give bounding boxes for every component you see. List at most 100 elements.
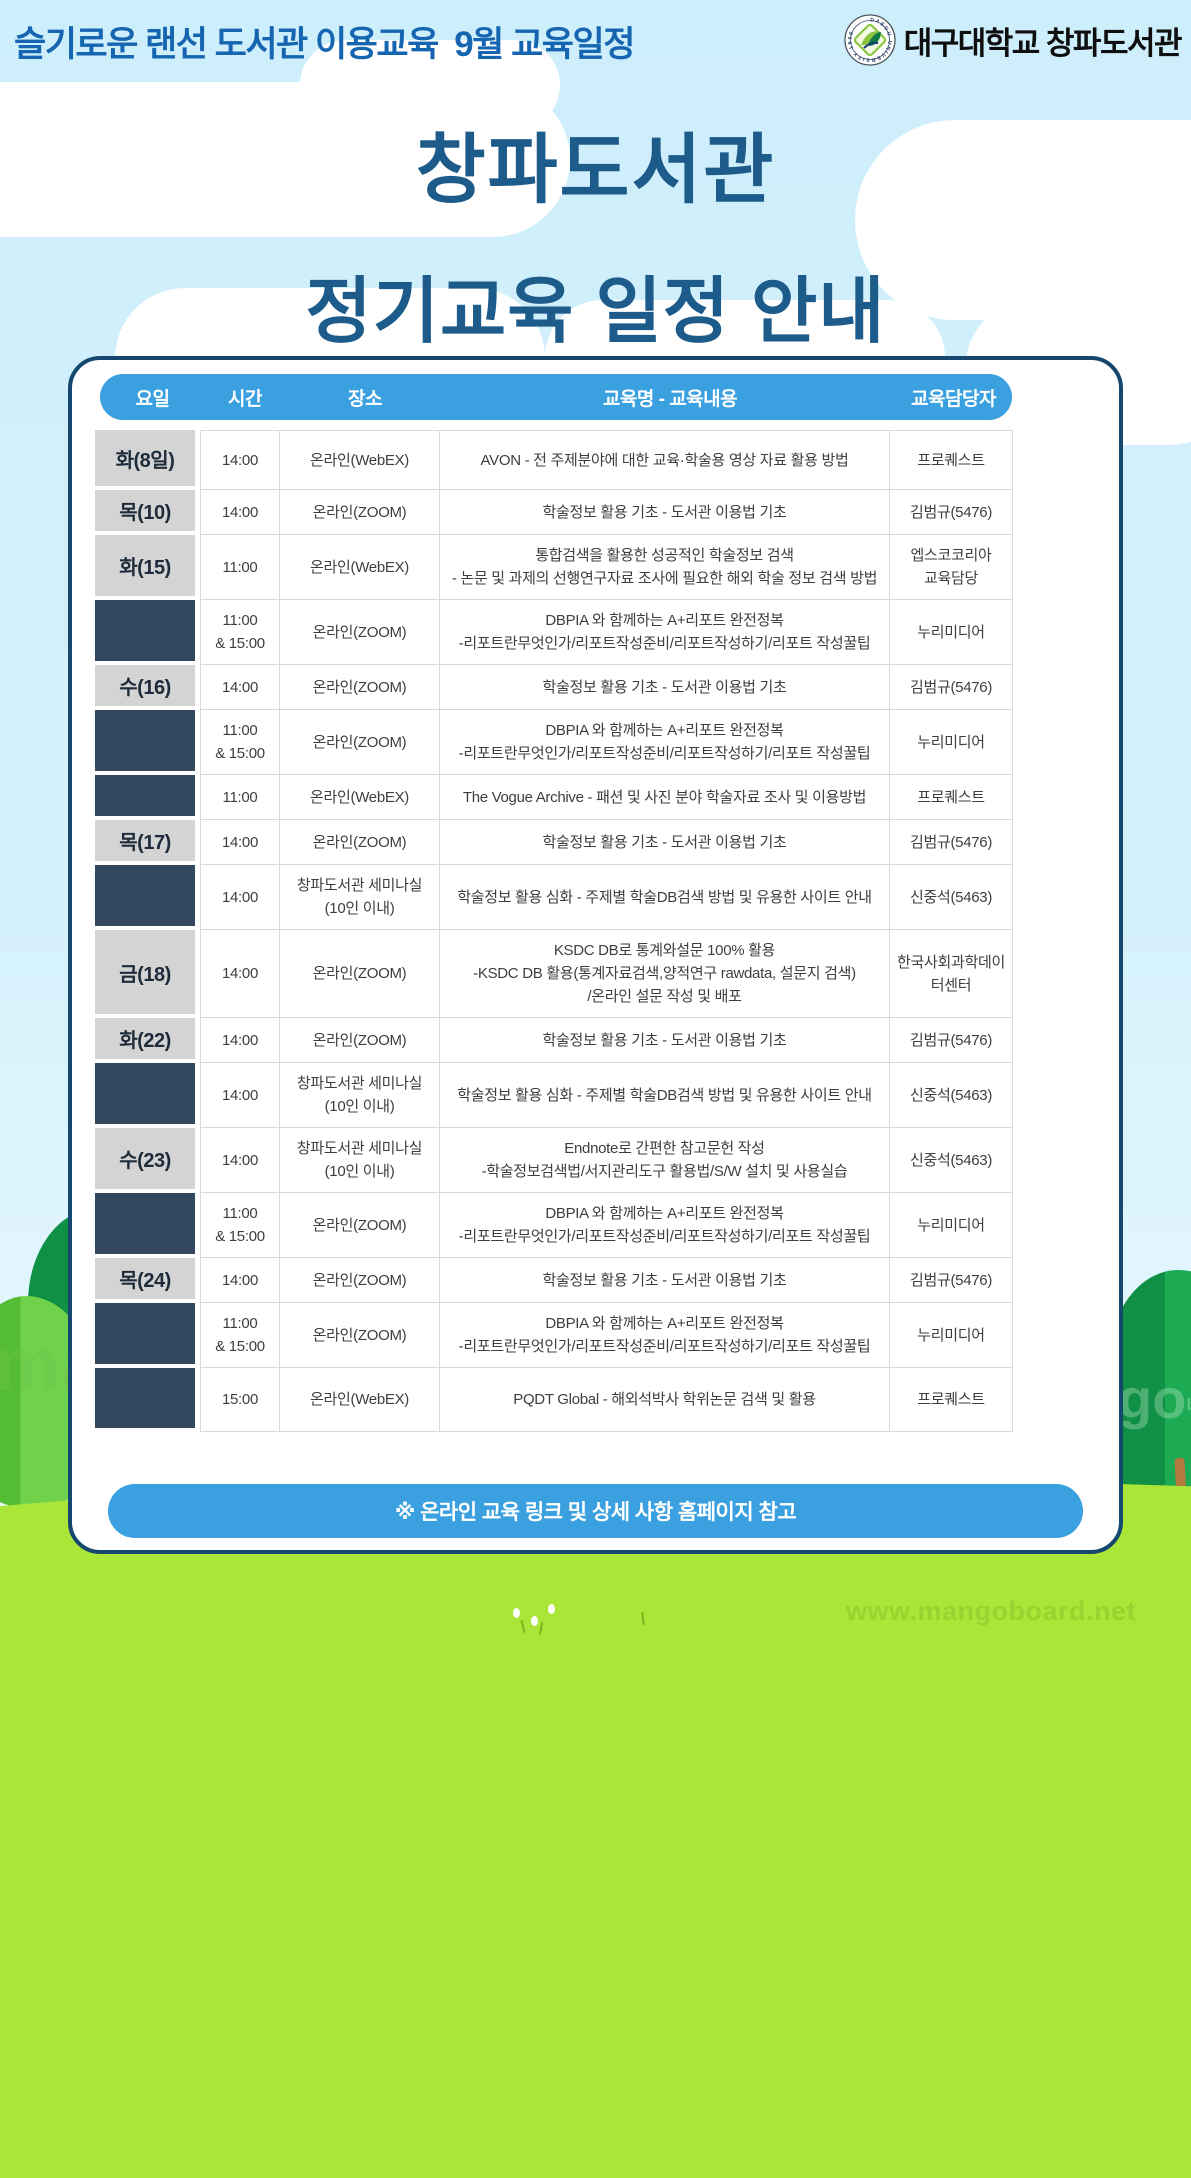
time-cell: 14:00: [200, 865, 280, 930]
place-cell: 온라인(ZOOM): [280, 1018, 440, 1063]
day-cell: [95, 865, 195, 926]
table-row: 수(16) 14:00 온라인(ZOOM) 학술정보 활용 기초 - 도서관 이용법 …: [95, 665, 1013, 710]
poster-title-line2: 정기교육 일정 안내: [305, 272, 886, 352]
top-bar: 슬기로운 랜선 도서관 이용교육 9월 교육일정 DAEGU UNIVERSIT…: [0, 0, 1191, 82]
day-cell: 화(22): [95, 1018, 195, 1059]
cloud: [855, 120, 1191, 320]
column-header-place: 장소: [348, 388, 382, 410]
poster-title: 창파도서관 정기교육 일정 안내: [0, 108, 1191, 357]
library-logo: DAEGU UNIVERSITY 1956 대구대학교 창파도서관: [844, 14, 1183, 66]
person-cell: 김범규(5476): [890, 490, 1013, 535]
table-row: 화(15) 11:00 온라인(WebEX) 통합검색을 활용한 성공적인 학술정보 …: [95, 535, 1013, 600]
place-cell: 창파도서관 세미나실 (10인 이내): [280, 1063, 440, 1128]
person-cell: 김범규(5476): [890, 665, 1013, 710]
table-row: 목(24) 14:00 온라인(ZOOM) 학술정보 활용 기초 - 도서관 이용법 …: [95, 1258, 1013, 1303]
time-cell: 15:00: [200, 1368, 280, 1432]
time-cell: 14:00: [200, 1018, 280, 1063]
person-cell: 신중석(5463): [890, 865, 1013, 930]
content-cell: Endnote로 간편한 참고문헌 작성 -학술정보검색법/서지관리도구 활용법/…: [440, 1128, 890, 1193]
university-emblem-icon: DAEGU UNIVERSITY 1956: [844, 14, 896, 66]
table-row: 15:00 온라인(WebEX) PQDT Global - 해외석박사 학위논문 …: [95, 1368, 1013, 1432]
place-cell: 창파도서관 세미나실 (10인 이내): [280, 1128, 440, 1193]
place-cell: 온라인(WebEX): [280, 535, 440, 600]
table-row: 목(10) 14:00 온라인(ZOOM) 학술정보 활용 기초 - 도서관 이용법 …: [95, 490, 1013, 535]
library-logo-text: 대구대학교 창파도서관: [903, 25, 1183, 61]
time-cell: 11:00 & 15:00: [200, 1303, 280, 1368]
table-row: 14:00 창파도서관 세미나실 (10인 이내) 학술정보 활용 심화 - 주제별 …: [95, 1063, 1013, 1128]
day-cell: 수(16): [95, 665, 195, 706]
content-cell: The Vogue Archive - 패션 및 사진 분야 학술자료 조사 및…: [440, 775, 890, 820]
person-cell: 김범규(5476): [890, 1258, 1013, 1303]
person-cell: 누리미디어: [890, 1193, 1013, 1258]
person-cell: 김범규(5476): [890, 820, 1013, 865]
content-cell: 학술정보 활용 기초 - 도서관 이용법 기초: [440, 820, 890, 865]
content-cell: 학술정보 활용 기초 - 도서관 이용법 기초: [440, 665, 890, 710]
table-row: 11:00 온라인(WebEX) The Vogue Archive - 패션 및 …: [95, 775, 1013, 820]
person-cell: 신중석(5463): [890, 1063, 1013, 1128]
column-header-person: 교육담당자: [911, 388, 996, 410]
day-cell: 목(17): [95, 820, 195, 861]
content-cell: DBPIA 와 함께하는 A+리포트 완전정복 -리포트란무엇인가/리포트작성준비…: [440, 600, 890, 665]
time-cell: 11:00 & 15:00: [200, 600, 280, 665]
grass-hill: [0, 1478, 1191, 2178]
day-cell: [95, 775, 195, 816]
content-cell: AVON - 전 주제분야에 대한 교육·학술용 영상 자료 활용 방법: [440, 430, 890, 490]
time-cell: 11:00: [200, 535, 280, 600]
time-cell: 14:00: [200, 1063, 280, 1128]
person-cell: 누리미디어: [890, 600, 1013, 665]
content-cell: 학술정보 활용 심화 - 주제별 학술DB검색 방법 및 유용한 사이트 안내: [440, 1063, 890, 1128]
content-cell: DBPIA 와 함께하는 A+리포트 완전정복 -리포트란무엇인가/리포트작성준비…: [440, 1303, 890, 1368]
flower: [513, 1608, 520, 1618]
time-cell: 11:00 & 15:00: [200, 710, 280, 775]
place-cell: 온라인(ZOOM): [280, 490, 440, 535]
day-cell: [95, 600, 195, 661]
table-row: 11:00 & 15:00 온라인(ZOOM) DBPIA 와 함께하는 A+리포트 …: [95, 600, 1013, 665]
person-cell: 한국사회과학데이 터센터: [890, 930, 1013, 1018]
time-cell: 11:00: [200, 775, 280, 820]
day-cell: [95, 710, 195, 771]
content-cell: 통합검색을 활용한 성공적인 학술정보 검색 - 논문 및 과제의 선행연구자료 …: [440, 535, 890, 600]
person-cell: 누리미디어: [890, 1303, 1013, 1368]
content-cell: KSDC DB로 통계와설문 100% 활용 -KSDC DB 활용(통계자료검색…: [440, 930, 890, 1018]
place-cell: 창파도서관 세미나실 (10인 이내): [280, 865, 440, 930]
place-cell: 온라인(ZOOM): [280, 1303, 440, 1368]
content-cell: DBPIA 와 함께하는 A+리포트 완전정복 -리포트란무엇인가/리포트작성준비…: [440, 1193, 890, 1258]
day-cell: [95, 1368, 195, 1428]
poster-title-line1: 창파도서관: [415, 128, 776, 213]
time-cell: 14:00: [200, 1258, 280, 1303]
person-cell: 엡스코코리아 교육담당: [890, 535, 1013, 600]
day-cell: [95, 1063, 195, 1124]
table-row: 수(23) 14:00 창파도서관 세미나실 (10인 이내) Endnote로 간편한…: [95, 1128, 1013, 1193]
table-row: 11:00 & 15:00 온라인(ZOOM) DBPIA 와 함께하는 A+리포트 …: [95, 1193, 1013, 1258]
day-cell: 목(10): [95, 490, 195, 531]
day-cell: [95, 1303, 195, 1364]
place-cell: 온라인(ZOOM): [280, 665, 440, 710]
content-cell: 학술정보 활용 심화 - 주제별 학술DB검색 방법 및 유용한 사이트 안내: [440, 865, 890, 930]
time-cell: 14:00: [200, 665, 280, 710]
table-row: 11:00 & 15:00 온라인(ZOOM) DBPIA 와 함께하는 A+리포트 …: [95, 710, 1013, 775]
content-cell: 학술정보 활용 기초 - 도서관 이용법 기초: [440, 490, 890, 535]
time-cell: 14:00: [200, 930, 280, 1018]
time-cell: 14:00: [200, 820, 280, 865]
content-cell: 학술정보 활용 기초 - 도서관 이용법 기초: [440, 1018, 890, 1063]
content-cell: DBPIA 와 함께하는 A+리포트 완전정복 -리포트란무엇인가/리포트작성준비…: [440, 710, 890, 775]
place-cell: 온라인(WebEX): [280, 775, 440, 820]
flower: [548, 1604, 555, 1614]
schedule-card: 요일 시간 장소 교육명 - 교육내용 교육담당자 화(8일) 14:00 온라인(…: [68, 356, 1123, 1554]
place-cell: 온라인(ZOOM): [280, 1193, 440, 1258]
person-cell: 프로퀘스트: [890, 1368, 1013, 1432]
place-cell: 온라인(ZOOM): [280, 1258, 440, 1303]
time-cell: 14:00: [200, 490, 280, 535]
column-header-content: 교육명 - 교육내용: [602, 388, 738, 410]
place-cell: 온라인(ZOOM): [280, 600, 440, 665]
day-cell: [95, 1193, 195, 1254]
day-cell: 수(23): [95, 1128, 195, 1189]
day-cell: 화(8일): [95, 430, 195, 486]
table-row: 화(22) 14:00 온라인(ZOOM) 학술정보 활용 기초 - 도서관 이용법 …: [95, 1018, 1013, 1063]
watermark-url: www.mangoboard.net: [846, 1596, 1137, 1626]
place-cell: 온라인(ZOOM): [280, 930, 440, 1018]
place-cell: 온라인(WebEX): [280, 430, 440, 490]
table-row: 14:00 창파도서관 세미나실 (10인 이내) 학술정보 활용 심화 - 주제별 …: [95, 865, 1013, 930]
content-cell: PQDT Global - 해외석박사 학위논문 검색 및 활용: [440, 1368, 890, 1432]
table-row: 금(18) 14:00 온라인(ZOOM) KSDC DB로 통계와설문 100% 활…: [95, 930, 1013, 1018]
